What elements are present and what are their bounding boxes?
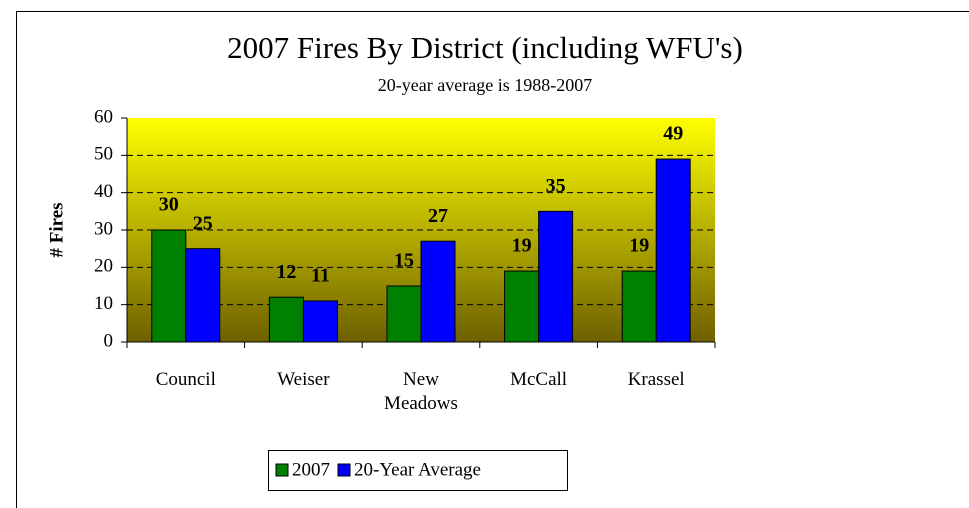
- bar: [185, 248, 221, 343]
- bar: [621, 270, 657, 343]
- x-tick-label: McCall: [510, 369, 568, 390]
- bar: [655, 158, 691, 343]
- bar: [538, 210, 574, 343]
- y-tick-label: 30: [94, 218, 113, 239]
- y-tick-label: 50: [94, 144, 113, 165]
- data-label: 12: [276, 261, 296, 283]
- data-label: 15: [394, 250, 414, 272]
- y-axis-label: # Fires: [46, 202, 67, 257]
- legend-swatch: [275, 463, 289, 477]
- legend-label: 2007: [292, 459, 330, 480]
- data-label: 25: [193, 212, 213, 234]
- bar: [151, 229, 187, 343]
- y-tick-label: 40: [94, 181, 113, 202]
- legend-label: 20-Year Average: [354, 459, 481, 480]
- data-label: 11: [311, 265, 330, 287]
- y-tick-label: 20: [94, 256, 113, 277]
- data-label: 27: [428, 205, 448, 227]
- bar: [504, 270, 540, 343]
- chart-subtitle: 20-year average is 1988-2007: [378, 75, 592, 95]
- data-label: 35: [546, 175, 566, 197]
- bar: [420, 240, 456, 343]
- x-tick-label: New Meadows: [384, 369, 458, 414]
- bar: [386, 285, 422, 343]
- data-label: 19: [629, 235, 649, 257]
- bar: [302, 300, 338, 343]
- chart-title: 2007 Fires By District (including WFU's): [227, 30, 743, 65]
- y-tick-label: 60: [94, 106, 113, 127]
- x-tick-label: Weiser: [277, 369, 330, 390]
- data-label: 30: [159, 194, 179, 216]
- bar: [268, 296, 304, 343]
- data-label: 19: [512, 235, 532, 257]
- x-tick-label: Krassel: [627, 369, 685, 390]
- y-tick-label: 0: [104, 330, 114, 351]
- x-tick-label: Council: [155, 369, 216, 390]
- legend: [268, 450, 568, 491]
- y-tick-label: 10: [94, 293, 113, 314]
- legend-swatch: [337, 463, 351, 477]
- data-label: 49: [663, 123, 683, 145]
